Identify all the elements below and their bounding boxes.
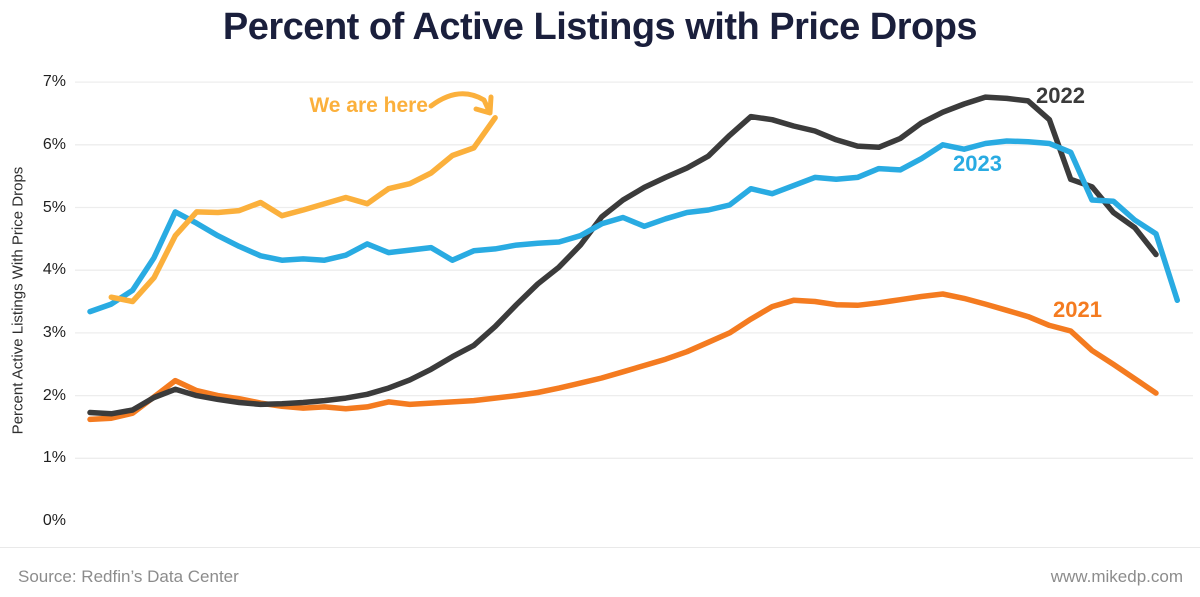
series-line-2021 [87, 291, 1159, 423]
gridlines [75, 81, 1193, 459]
chart-title: Percent of Active Listings with Price Dr… [222, 6, 978, 48]
source-credit: Source: Redfin’s Data Center [18, 567, 239, 586]
y-tick-label-7pct: 7% [42, 73, 66, 90]
series-label-2022: 2022 [1036, 83, 1085, 108]
series-label-2021: 2021 [1053, 297, 1102, 322]
footer: Source: Redfin’s Data Center www.mikedp.… [0, 547, 1200, 597]
y-tick-label-4pct: 4% [42, 261, 66, 278]
annotation-arrow-icon [428, 91, 494, 116]
y-tick-label-2pct: 2% [42, 387, 66, 404]
y-tick-label-3pct: 3% [42, 324, 66, 341]
y-tick-label-0pct: 0% [42, 512, 66, 529]
series-line-2022 [87, 94, 1159, 417]
y-tick-label-5pct: 5% [42, 199, 66, 216]
series-line-current-year-we-are-here- [108, 115, 498, 305]
we-are-here-annotation: We are here [309, 94, 428, 117]
website-credit: www.mikedp.com [1050, 567, 1183, 586]
series-label-2023: 2023 [953, 151, 1002, 176]
series-line-2023 [87, 138, 1181, 315]
series-lines [87, 94, 1181, 423]
y-tick-label-6pct: 6% [42, 136, 66, 153]
y-tick-label-1pct: 1% [42, 449, 66, 466]
